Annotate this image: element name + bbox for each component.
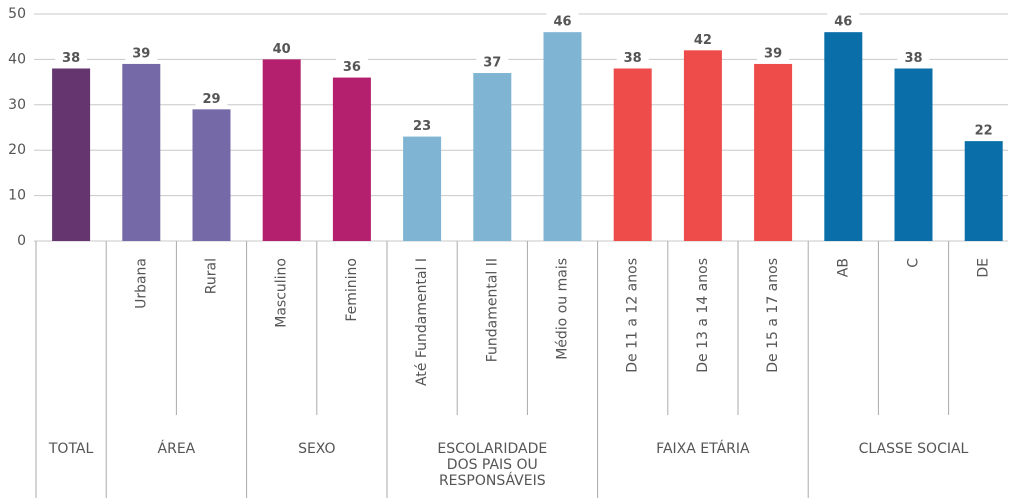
value-label-bg (195, 90, 228, 108)
y-tick-label: 50 (8, 6, 26, 22)
value-label-bg (125, 44, 158, 62)
group-label: CLASSE SOCIAL (858, 441, 969, 457)
x-tick-label: DE (976, 258, 992, 278)
value-label: 38 (624, 51, 642, 66)
value-label: 39 (764, 46, 782, 61)
x-tick-label: De 13 a 14 anos (695, 258, 711, 373)
bar (964, 141, 1003, 241)
group-label: TOTAL (48, 441, 94, 457)
value-label: 37 (483, 56, 501, 71)
bar (473, 73, 512, 242)
x-tick-label: Até Fundamental I (414, 258, 430, 386)
bar (683, 50, 722, 241)
value-label-bg (757, 44, 790, 62)
value-label-bg (406, 117, 439, 135)
value-label: 22 (975, 124, 993, 139)
x-tick-label: Rural (204, 258, 220, 294)
value-label-bg (967, 122, 1000, 140)
x-tick-label: C (906, 258, 922, 268)
x-tick-label: Médio ou mais (555, 258, 571, 360)
bar (754, 63, 793, 241)
y-tick-label: 0 (17, 233, 26, 249)
group-label: SEXO (298, 441, 336, 457)
bar (332, 77, 371, 241)
value-label: 29 (202, 92, 220, 107)
value-label-bg (335, 58, 368, 76)
value-label-bg (546, 13, 579, 31)
value-label-bg (55, 49, 88, 67)
value-label: 23 (413, 119, 431, 134)
value-label: 40 (273, 42, 291, 57)
x-tick-label: Fundamental II (484, 258, 500, 362)
bar (192, 109, 231, 241)
bar (52, 68, 91, 241)
group-label: FAIXA ETÁRIA (656, 441, 750, 457)
value-label: 46 (553, 15, 571, 30)
value-label-bg (265, 40, 298, 58)
value-label-bg (616, 49, 649, 67)
value-label: 42 (694, 33, 712, 48)
group-label: ESCOLARIDADE DOS PAIS OU RESPONSÁVEIS (437, 441, 548, 489)
y-tick-label: 40 (8, 51, 26, 67)
y-tick-label: 10 (8, 188, 26, 204)
bar (122, 63, 161, 241)
x-tick-label: Feminino (344, 258, 360, 322)
bar (262, 59, 301, 242)
value-label-bg (827, 13, 860, 31)
x-tick-label: Urbana (133, 258, 149, 309)
bar (894, 68, 933, 241)
value-label-bg (897, 49, 930, 67)
bar (613, 68, 652, 241)
x-tick-label: AB (835, 258, 851, 277)
bar (543, 32, 582, 241)
value-label: 38 (62, 51, 80, 66)
bar (403, 136, 442, 241)
value-label-bg (476, 54, 509, 72)
value-label: 39 (132, 46, 150, 61)
value-label-bg (686, 31, 719, 49)
value-label: 38 (904, 51, 922, 66)
group-label: ÁREA (157, 441, 196, 457)
x-tick-label: Masculino (274, 258, 290, 328)
y-tick-label: 20 (8, 142, 26, 158)
x-tick-label: De 11 a 12 anos (625, 258, 641, 373)
value-label: 36 (343, 60, 361, 75)
value-label: 46 (834, 15, 852, 30)
bar (824, 32, 863, 241)
x-tick-label: De 15 a 17 anos (765, 258, 781, 373)
y-tick-label: 30 (8, 97, 26, 113)
